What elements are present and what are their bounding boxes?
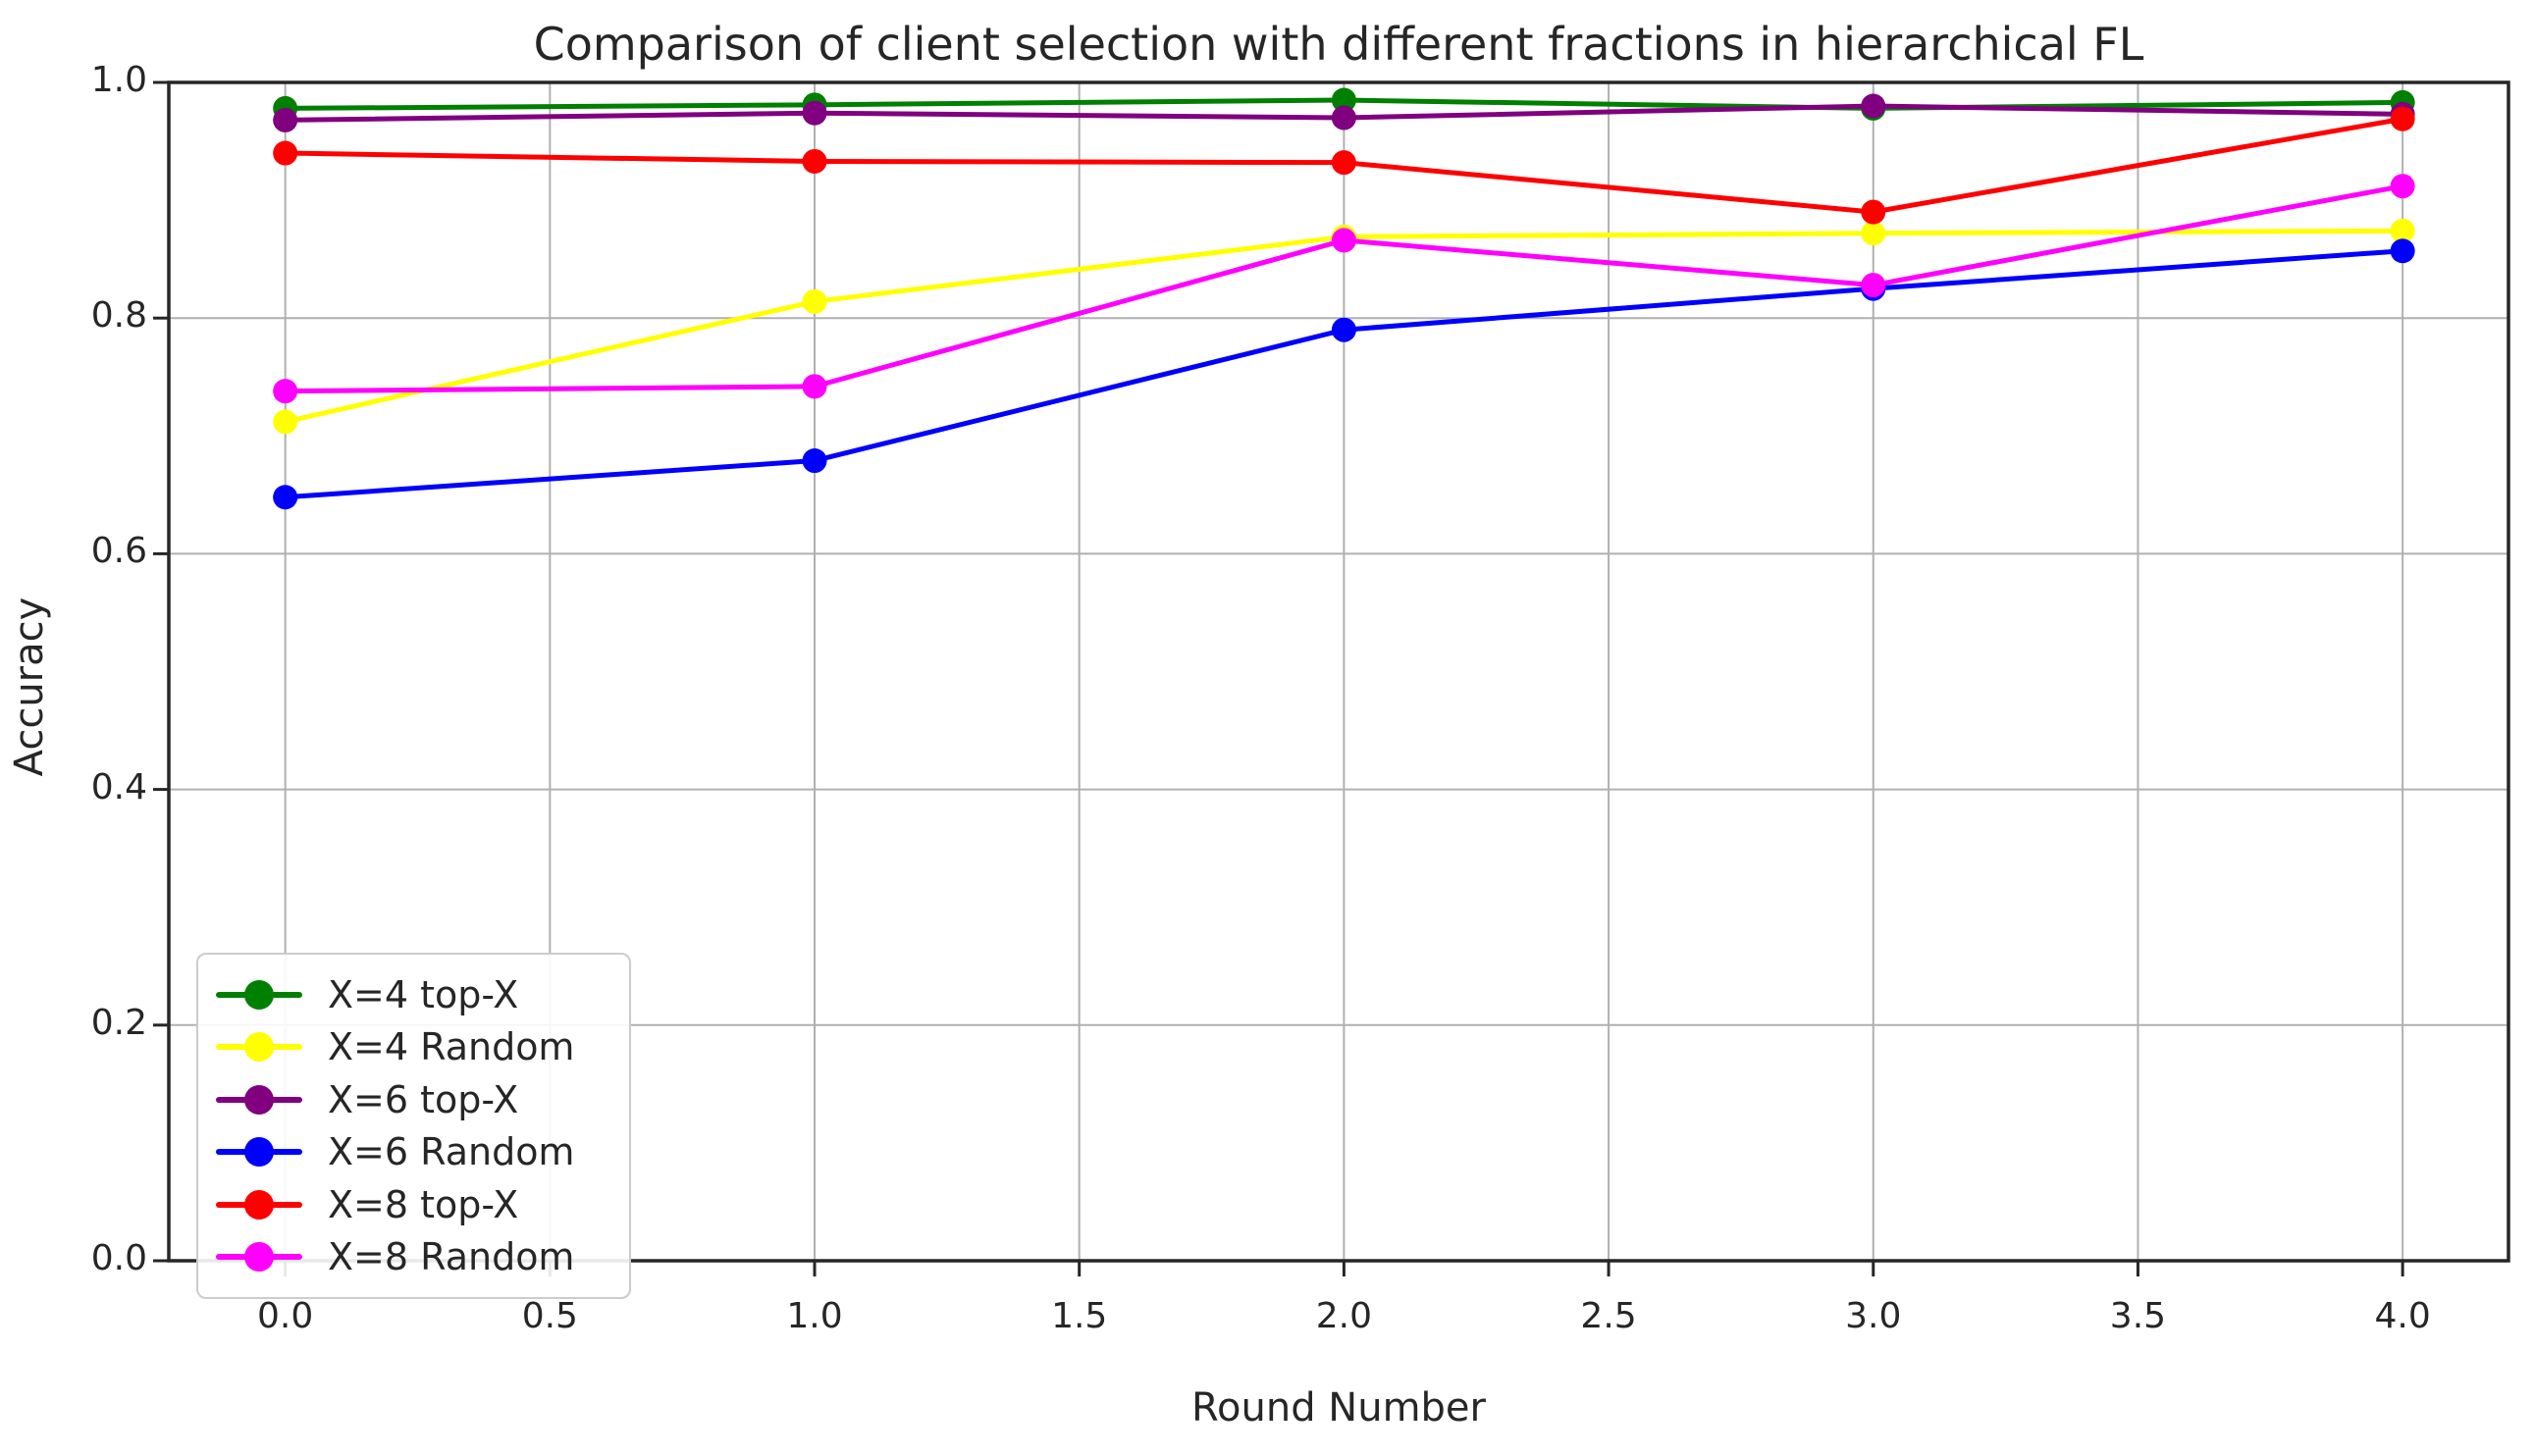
data-point-marker — [273, 485, 298, 510]
data-point-marker — [273, 409, 298, 435]
data-point-marker — [273, 379, 298, 404]
data-point-marker — [2390, 106, 2415, 131]
y-tick-label: 0.2 — [90, 1002, 147, 1043]
data-point-marker — [2390, 238, 2415, 264]
legend-marker-icon — [244, 1242, 274, 1273]
legend-item-x-6-top-x: X=6 top-X — [216, 1074, 611, 1125]
data-point-marker — [273, 140, 298, 166]
plot-frame — [167, 80, 2510, 1263]
data-point-marker — [802, 148, 827, 174]
legend-label: X=6 Random — [328, 1130, 575, 1174]
data-point-marker — [802, 448, 827, 474]
x-tick-label: 1.5 — [1051, 1296, 1108, 1336]
legend-line-sample — [216, 1084, 302, 1115]
legend-marker-icon — [244, 1137, 274, 1168]
data-point-marker — [1331, 87, 1356, 113]
legend-item-x-8-top-x: X=8 top-X — [216, 1179, 611, 1230]
x-tick-label: 2.0 — [1315, 1296, 1373, 1336]
legend-line-sample — [216, 1189, 302, 1220]
x-tick-label: 1.0 — [786, 1296, 843, 1336]
data-point-marker — [2390, 218, 2415, 243]
x-tick-label: 4.0 — [2374, 1296, 2431, 1336]
y-tick-label: 0.8 — [90, 295, 147, 337]
legend-marker-icon — [244, 1084, 274, 1115]
x-tick-label: 3.0 — [1845, 1296, 1902, 1336]
data-point-marker — [1861, 93, 1886, 119]
legend-line-sample — [216, 979, 302, 1010]
legend-marker-icon — [244, 1189, 274, 1220]
data-point-marker — [1861, 199, 1886, 225]
legend-item-x-8-random: X=8 Random — [216, 1231, 611, 1282]
legend-label: X=4 top-X — [328, 972, 519, 1016]
y-axis-label: Accuracy — [7, 597, 52, 777]
data-point-marker — [1861, 273, 1886, 298]
legend-label: X=4 Random — [328, 1025, 575, 1069]
legend-item-x-6-random: X=6 Random — [216, 1126, 611, 1177]
legend: X=4 top-X X=4 Random X=6 top-X X=6 Random X=… — [196, 953, 631, 1299]
legend-item-x-4-top-x: X=4 top-X — [216, 969, 611, 1020]
y-tick-label: 0.6 — [90, 531, 147, 572]
x-tick-label: 3.5 — [2109, 1296, 2167, 1336]
data-point-marker — [1331, 150, 1356, 176]
x-tick-label: 0.5 — [521, 1296, 578, 1336]
legend-marker-icon — [244, 979, 274, 1010]
data-point-marker — [273, 107, 298, 132]
data-point-marker — [1861, 221, 1886, 246]
x-tick-label: 0.0 — [257, 1296, 314, 1336]
data-point-marker — [2390, 174, 2415, 199]
x-tick-label: 2.5 — [1580, 1296, 1637, 1336]
legend-label: X=8 top-X — [328, 1182, 519, 1226]
y-tick-label: 1.0 — [90, 60, 147, 100]
legend-line-sample — [216, 1137, 302, 1168]
y-tick-label: 0.0 — [90, 1238, 147, 1278]
data-point-marker — [1331, 105, 1356, 130]
legend-item-x-4-random: X=4 Random — [216, 1021, 611, 1072]
data-point-marker — [1331, 317, 1356, 342]
chart-title: Comparison of client selection with diff… — [533, 18, 2144, 71]
x-axis-label: Round Number — [1191, 1385, 1486, 1430]
data-point-marker — [802, 374, 827, 399]
legend-marker-icon — [244, 1032, 274, 1063]
data-point-marker — [802, 100, 827, 126]
y-tick-label: 0.4 — [90, 766, 147, 807]
data-point-marker — [802, 288, 827, 314]
legend-label: X=8 Random — [328, 1235, 575, 1279]
legend-line-sample — [216, 1242, 302, 1273]
data-point-marker — [1331, 228, 1356, 253]
legend-line-sample — [216, 1032, 302, 1063]
legend-label: X=6 top-X — [328, 1077, 519, 1121]
